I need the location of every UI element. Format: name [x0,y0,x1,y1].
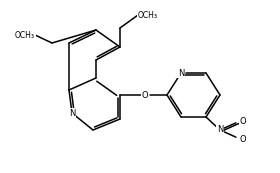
Text: N: N [217,125,223,134]
Text: O: O [240,134,247,143]
Text: O: O [142,90,148,99]
Text: N: N [69,108,75,117]
Text: OCH₃: OCH₃ [138,11,158,20]
Text: O: O [240,116,247,125]
Text: N: N [178,69,184,78]
Text: OCH₃: OCH₃ [15,30,35,39]
